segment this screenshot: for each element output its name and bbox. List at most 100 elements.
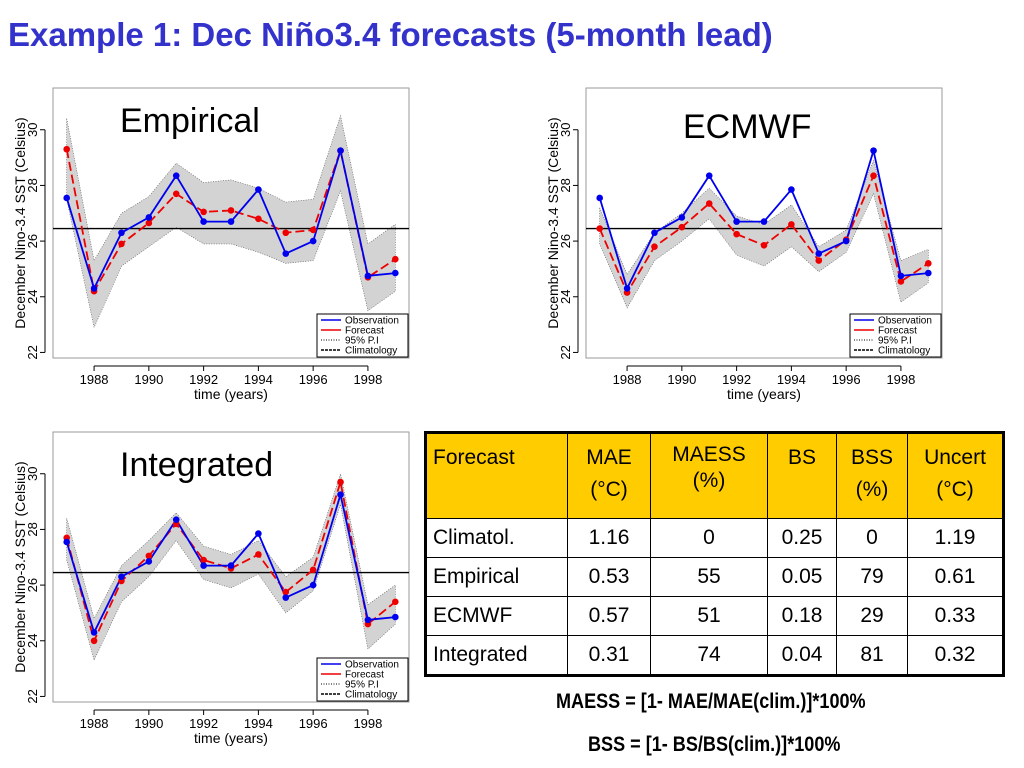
x-axis-label: time (years) [727, 386, 801, 402]
forecast-point [760, 241, 768, 249]
table-cell: Empirical [425, 557, 568, 597]
table-cell: 81 [836, 635, 908, 676]
forecast-point [870, 172, 877, 179]
x-tick-label: 1998 [353, 716, 382, 731]
forecast-point [255, 215, 262, 223]
forecast-point [392, 255, 399, 263]
observation-point [90, 285, 98, 292]
table-cell: 0.57 [567, 596, 651, 636]
forecast-point [678, 223, 686, 231]
table-cell: 0.04 [767, 635, 837, 676]
observation-point [255, 186, 262, 193]
observation-point [309, 237, 317, 245]
header-label: MAESS [672, 443, 746, 466]
legend-label: Climatology [878, 346, 930, 357]
header-label: Uncert [924, 446, 986, 469]
header-unit: (°C) [936, 477, 974, 501]
forecast-point [788, 221, 795, 228]
chart-panel-ecmwf: 1988 1990 1992 1994 1996 1998 22 24 26 28 30 time (… [533, 76, 948, 402]
chart-panel-integrated: 1988 1990 1992 1994 1996 1998 22 24 26 28 30 time (… [0, 420, 415, 746]
observation-point [623, 285, 631, 292]
forecast-point [200, 556, 207, 564]
table-cell: 0.18 [767, 596, 837, 636]
observation-point [897, 272, 905, 280]
x-tick-label: 1990 [134, 716, 163, 731]
observation-point [63, 194, 70, 202]
prediction-interval-band [599, 159, 929, 309]
x-tick-label: 1992 [722, 372, 751, 387]
observation-point [145, 214, 153, 221]
table-cell: 0.25 [767, 518, 837, 558]
forecast-point [596, 225, 603, 232]
header-cell: Forecast [425, 432, 568, 519]
forecast-point [733, 230, 740, 238]
legend-box [849, 313, 942, 358]
observation-point [309, 581, 317, 589]
observation-point [788, 186, 795, 193]
x-tick-label: 1994 [244, 716, 273, 731]
observation-point [200, 218, 207, 225]
forecast-point [651, 243, 658, 250]
chart-empirical: 1988 1990 1992 1994 1996 1998 22 24 26 28 30 time (… [12, 87, 410, 402]
observation-point [733, 218, 740, 225]
table-cell: 0.31 [567, 635, 651, 676]
header-cell: MAESS (%) [650, 432, 768, 519]
observation-point [227, 218, 235, 225]
chart-title: Integrated [120, 446, 274, 484]
y-tick-label: 22 [558, 345, 573, 359]
forecast-point [309, 566, 317, 574]
chart-title: ECMWF [683, 108, 812, 146]
forecast-point [897, 278, 905, 285]
observation-point [255, 530, 262, 537]
x-tick-label: 1988 [80, 716, 109, 731]
y-tick-label: 30 [558, 123, 573, 137]
x-tick-label: 1992 [189, 372, 218, 387]
metrics-table-wrap: Forecast MAE (°C) MAESS (%) BS BSS (%) Unce… [424, 431, 1005, 677]
x-tick-label: 1994 [777, 372, 806, 387]
forecast-point [255, 551, 262, 558]
observation-point [227, 562, 235, 569]
y-tick-label: 28 [558, 178, 573, 192]
table-cell: 0 [836, 518, 908, 558]
table-cell: 55 [650, 557, 768, 597]
table-cell: 29 [836, 596, 908, 636]
observation-point [200, 562, 207, 569]
chart-title: Empirical [120, 102, 260, 140]
y-tick-label: 26 [558, 234, 573, 248]
forecast-point [925, 260, 932, 267]
legend-label: 95% P.I [878, 336, 912, 347]
x-tick-label: 1992 [189, 716, 218, 731]
table-cell: 1.19 [907, 518, 1004, 558]
y-tick-label: 30 [25, 123, 40, 137]
header-cell: MAE (°C) [567, 432, 651, 519]
forecast-point [227, 207, 235, 214]
observation-point [364, 272, 372, 280]
legend-box [316, 313, 409, 358]
legend-label: Observation [345, 660, 399, 671]
header-unit: (°C) [590, 477, 628, 501]
observation-point [364, 616, 372, 624]
legend-box [316, 657, 409, 702]
table-cell: 79 [836, 557, 908, 597]
table-cell: 74 [650, 635, 768, 676]
y-axis-label: December Nino-3.4 SST (Celsius) [545, 117, 561, 328]
table-cell: 1.16 [567, 518, 651, 558]
header-cell: Uncert (°C) [907, 432, 1004, 519]
chart-ecmwf: 1988 1990 1992 1994 1996 1998 22 24 26 28 30 time (… [545, 87, 943, 402]
chart-integrated: 1988 1990 1992 1994 1996 1998 22 24 26 28 30 time (… [12, 431, 410, 746]
observation-point [842, 237, 850, 245]
forecast-point [705, 200, 713, 207]
table-cell: 0 [650, 518, 768, 558]
table-cell: 0.32 [907, 635, 1004, 676]
table-cell: 0.61 [907, 557, 1004, 597]
header-label: BS [787, 446, 816, 469]
forecast-point [392, 598, 399, 606]
maess-formula: MAESS = [1- MAE/MAE(clim.)]*100% [556, 690, 866, 713]
y-axis-label: December Nino-3.4 SST (Celsius) [12, 461, 28, 672]
legend-label: Climatology [345, 690, 397, 701]
table-cell: 0.05 [767, 557, 837, 597]
chart-panel-empirical: 1988 1990 1992 1994 1996 1998 22 24 26 28 30 time (… [0, 76, 415, 402]
y-tick-label: 28 [25, 522, 40, 536]
table-cell: 0.33 [907, 596, 1004, 636]
y-tick-label: 22 [25, 345, 40, 359]
